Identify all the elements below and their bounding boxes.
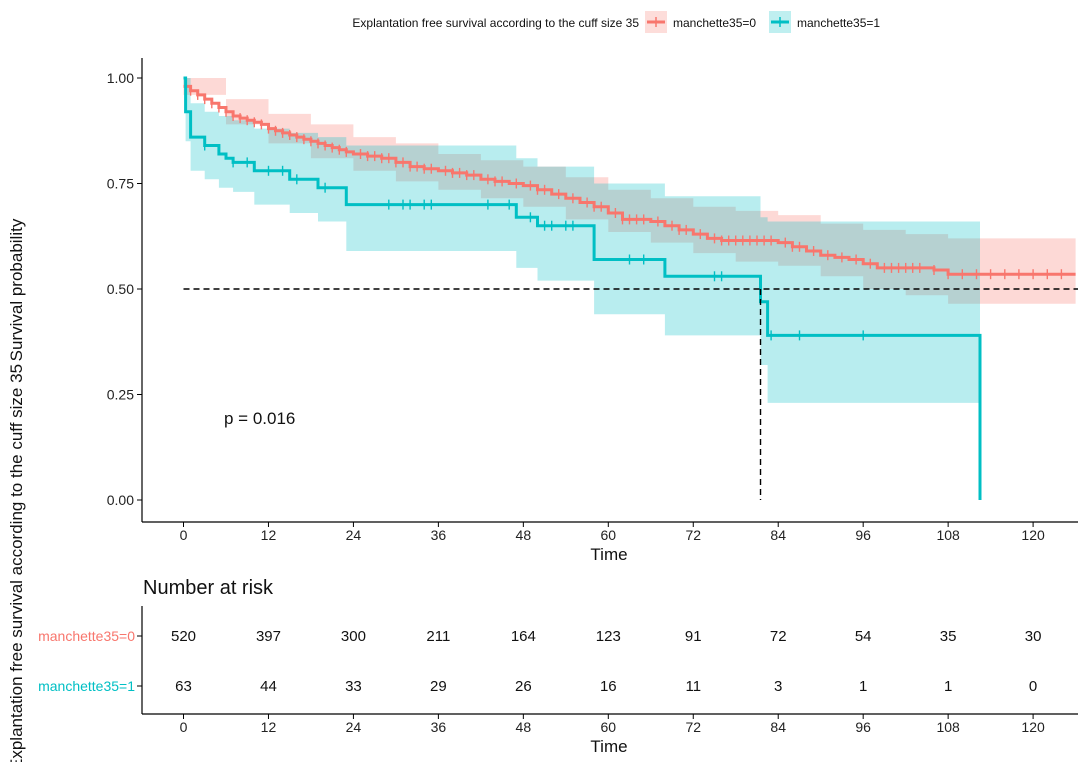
x-tick-label-8: 96: [855, 527, 871, 543]
risk-cell-1-9: 1: [944, 678, 952, 695]
ci-band-0: [183, 78, 1076, 304]
y-tick-label-4: 1.00: [107, 70, 134, 86]
legend: Explantation free survival according to …: [352, 11, 880, 33]
x-axis-title: Time: [590, 545, 627, 564]
x-tick-label-9: 108: [936, 527, 960, 543]
risk-cell-1-10: 0: [1029, 678, 1037, 695]
y-ticks: 0.00 0.25 0.50 0.75 1.00: [107, 70, 142, 508]
risk-cell-0-8: 54: [855, 628, 872, 645]
y-tick-label-1: 0.25: [107, 387, 134, 403]
risk-cell-0-4: 164: [511, 628, 536, 645]
x-tick-label-6: 72: [685, 527, 701, 543]
risk-cell-0-3: 211: [426, 628, 450, 645]
x-tick-label-1: 12: [261, 527, 277, 543]
p-value-annotation: p = 0.016: [224, 409, 295, 428]
x-tick-label-7: 84: [770, 527, 786, 543]
risk-cell-1-6: 11: [685, 678, 701, 695]
risk-x-tick-label-2: 24: [346, 719, 362, 735]
risk-x-axis-title: Time: [590, 737, 627, 756]
risk-x-tick-label-8: 96: [855, 719, 871, 735]
median-lines: [183, 288, 1078, 500]
risk-x-tick-label-0: 0: [180, 719, 188, 735]
risk-x-ticks: 0 12 24 36 48 60 72 84 96 108 120: [180, 714, 1045, 735]
y-axis-title: Survival probability: [7, 218, 26, 361]
risk-x-tick-label-1: 12: [261, 719, 277, 735]
y-tick-label-0: 0.00: [107, 492, 134, 508]
risk-cell-0-7: 72: [770, 628, 787, 645]
x-tick-label-2: 24: [346, 527, 362, 543]
risk-cell-1-8: 1: [859, 678, 867, 695]
risk-x-tick-label-6: 72: [685, 719, 701, 735]
risk-x-tick-label-10: 120: [1021, 719, 1045, 735]
censor-marks: [189, 85, 1063, 341]
risk-row-label-0: manchette35=0: [38, 628, 135, 644]
legend-item-series-1[interactable]: manchette35=1: [769, 11, 880, 33]
risk-cell-0-5: 123: [596, 628, 621, 645]
legend-item-series-0[interactable]: manchette35=0: [645, 11, 756, 33]
risk-cell-1-2: 33: [345, 678, 362, 695]
legend-label-1: manchette35=1: [797, 16, 880, 30]
x-tick-label-4: 48: [516, 527, 532, 543]
risk-table-title: Number at risk: [143, 577, 274, 599]
x-tick-label-5: 60: [601, 527, 617, 543]
risk-cell-0-0: 520: [171, 628, 196, 645]
outer-y-title: Explantation free survival according to …: [7, 364, 26, 762]
risk-x-tick-label-4: 48: [516, 719, 532, 735]
x-ticks: 0 12 24 36 48 60 72 84 96 108 120: [180, 522, 1045, 543]
legend-title: Explantation free survival according to …: [352, 16, 639, 30]
risk-x-tick-label-3: 36: [431, 719, 447, 735]
risk-row-label-1: manchette35=1: [38, 678, 135, 694]
risk-cell-0-6: 91: [685, 628, 702, 645]
risk-cell-1-0: 63: [175, 678, 192, 695]
confidence-bands: [183, 78, 1076, 403]
risk-cell-1-7: 3: [774, 678, 782, 695]
x-tick-label-10: 120: [1021, 527, 1045, 543]
risk-cell-0-2: 300: [341, 628, 366, 645]
risk-x-tick-label-7: 84: [770, 719, 786, 735]
risk-x-tick-label-9: 108: [936, 719, 960, 735]
risk-table: manchette35=0 520 397 300 211 164 123 91 72 54 35 3…: [38, 628, 1041, 695]
x-tick-label-3: 36: [431, 527, 447, 543]
legend-label-0: manchette35=0: [673, 16, 756, 30]
risk-cell-0-1: 397: [256, 628, 281, 645]
risk-cell-1-4: 26: [515, 678, 532, 695]
x-tick-label-0: 0: [180, 527, 188, 543]
y-tick-label-3: 0.75: [107, 176, 134, 192]
risk-cell-0-10: 30: [1025, 628, 1042, 645]
risk-cell-0-9: 35: [940, 628, 957, 645]
risk-cell-1-3: 29: [430, 678, 447, 695]
risk-cell-1-5: 16: [600, 678, 617, 695]
y-tick-label-2: 0.50: [107, 281, 134, 297]
risk-cell-1-1: 44: [260, 678, 277, 695]
risk-x-tick-label-5: 60: [601, 719, 617, 735]
